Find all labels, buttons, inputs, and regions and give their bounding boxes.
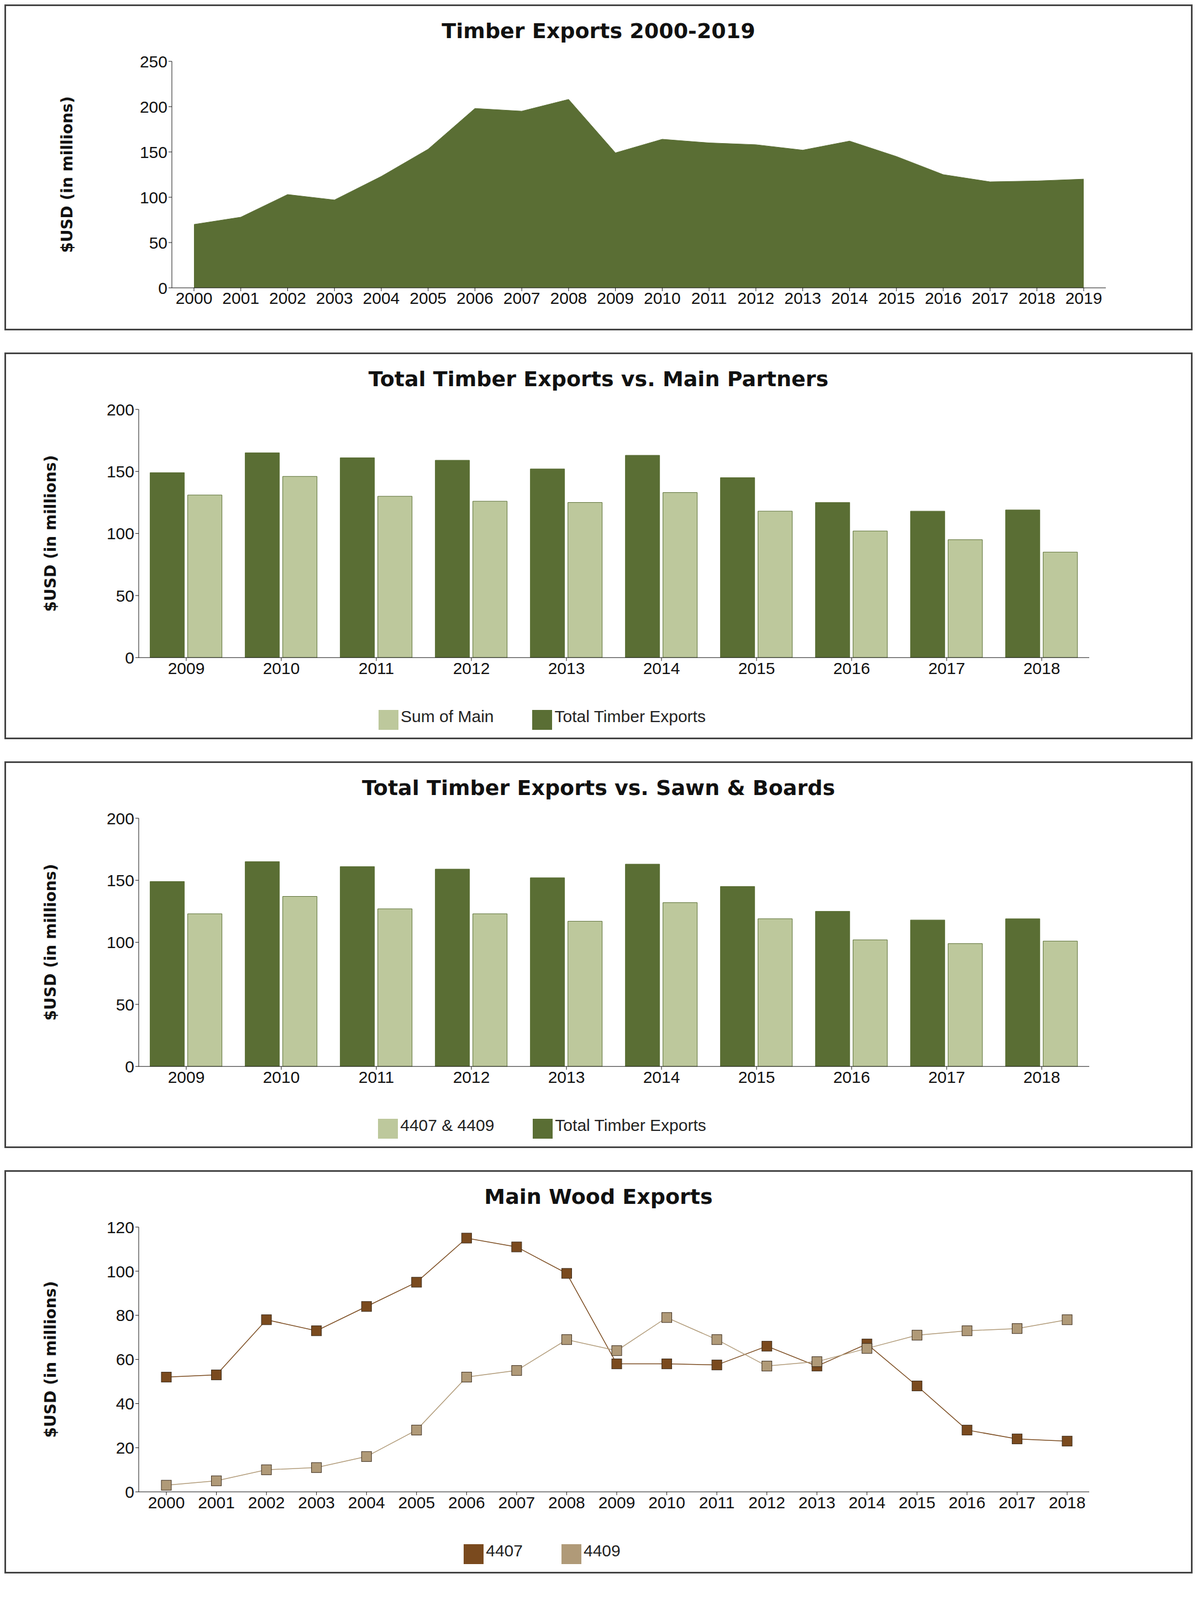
svg-text:2016: 2016 <box>924 289 962 308</box>
svg-text:2014: 2014 <box>643 659 681 678</box>
svg-text:2013: 2013 <box>784 289 822 308</box>
html-text:4407: 4407 <box>485 1541 523 1561</box>
svg-text:2007: 2007 <box>498 1493 536 1512</box>
html-text:4407 & 4409: 4407 & 4409 <box>400 1116 495 1135</box>
svg-text:150: 150 <box>106 462 135 481</box>
svg-text:2011: 2011 <box>691 289 728 308</box>
svg-text:2017: 2017 <box>928 659 966 678</box>
svg-text:2016: 2016 <box>948 1493 986 1512</box>
svg-text:50: 50 <box>116 586 135 606</box>
html-text:Total Timber Exports vs. Main: Total Timber Exports vs. Main Partners <box>368 366 829 392</box>
svg-text:40: 40 <box>116 1394 135 1414</box>
svg-text:2003: 2003 <box>297 1493 335 1512</box>
svg-text:$USD (in millions): $USD (in millions) <box>41 864 60 1022</box>
html-text:Total Timber Exports vs. Sawn: Total Timber Exports vs. Sawn & Boards <box>361 775 836 801</box>
svg-text:2012: 2012 <box>453 659 491 678</box>
svg-text:100: 100 <box>106 933 135 952</box>
svg-text:2018: 2018 <box>1023 1068 1061 1087</box>
svg-text:2016: 2016 <box>833 1068 871 1087</box>
svg-text:2015: 2015 <box>738 659 776 678</box>
svg-text:0: 0 <box>124 1483 135 1502</box>
svg-text:2000: 2000 <box>175 289 213 308</box>
svg-text:2012: 2012 <box>453 1068 491 1087</box>
svg-text:2000: 2000 <box>148 1493 186 1512</box>
svg-text:2004: 2004 <box>348 1493 386 1512</box>
svg-text:2014: 2014 <box>831 289 869 308</box>
svg-text:$USD (in millions): $USD (in millions) <box>58 96 77 254</box>
svg-text:2013: 2013 <box>548 659 586 678</box>
html-text:Sum of Main: Sum of Main <box>400 707 494 726</box>
svg-text:50: 50 <box>116 995 135 1015</box>
svg-text:2008: 2008 <box>550 289 588 308</box>
svg-text:2013: 2013 <box>798 1493 836 1512</box>
svg-text:2009: 2009 <box>168 1068 206 1087</box>
svg-text:2013: 2013 <box>548 1068 586 1087</box>
svg-text:2009: 2009 <box>596 289 634 308</box>
svg-text:150: 150 <box>106 871 135 890</box>
svg-text:2011: 2011 <box>358 659 395 678</box>
svg-text:2017: 2017 <box>998 1493 1036 1512</box>
svg-text:2012: 2012 <box>748 1493 786 1512</box>
svg-text:2008: 2008 <box>548 1493 586 1512</box>
svg-text:2018: 2018 <box>1018 289 1056 308</box>
svg-text:0: 0 <box>124 648 135 668</box>
svg-text:2015: 2015 <box>878 289 916 308</box>
svg-text:60: 60 <box>116 1350 135 1369</box>
svg-text:2010: 2010 <box>263 659 301 678</box>
svg-text:100: 100 <box>106 524 135 543</box>
svg-text:150: 150 <box>139 143 168 162</box>
svg-text:2010: 2010 <box>643 289 681 308</box>
svg-text:50: 50 <box>149 233 168 252</box>
svg-text:2005: 2005 <box>397 1493 435 1512</box>
html-text:Total Timber Exports: Total Timber Exports <box>554 707 706 726</box>
svg-text:2016: 2016 <box>833 659 871 678</box>
svg-text:2002: 2002 <box>269 289 307 308</box>
svg-text:2006: 2006 <box>456 289 494 308</box>
svg-text:2017: 2017 <box>928 1068 966 1087</box>
svg-text:2014: 2014 <box>848 1493 886 1512</box>
svg-text:2015: 2015 <box>738 1068 776 1087</box>
svg-text:2015: 2015 <box>898 1493 936 1512</box>
svg-text:2002: 2002 <box>248 1493 286 1512</box>
html-text:Main Wood Exports: Main Wood Exports <box>484 1184 713 1210</box>
svg-text:80: 80 <box>116 1306 135 1325</box>
svg-text:2011: 2011 <box>699 1493 735 1512</box>
svg-text:2009: 2009 <box>598 1493 636 1512</box>
svg-text:200: 200 <box>139 97 168 117</box>
html-text:Timber Exports 2000-2019: Timber Exports 2000-2019 <box>441 18 756 44</box>
html-text:Total Timber Exports: Total Timber Exports <box>555 1116 707 1135</box>
svg-text:2007: 2007 <box>503 289 541 308</box>
svg-text:2010: 2010 <box>263 1068 301 1087</box>
svg-text:2001: 2001 <box>197 1493 235 1512</box>
svg-text:100: 100 <box>106 1262 135 1281</box>
svg-text:2001: 2001 <box>222 289 260 308</box>
svg-text:2018: 2018 <box>1023 659 1061 678</box>
html-text:4409: 4409 <box>583 1541 621 1561</box>
svg-text:$USD (in millions): $USD (in millions) <box>41 1281 60 1439</box>
svg-text:2018: 2018 <box>1048 1493 1086 1512</box>
svg-text:250: 250 <box>139 52 168 71</box>
svg-text:2011: 2011 <box>358 1068 395 1087</box>
svg-text:20: 20 <box>116 1439 135 1458</box>
svg-text:0: 0 <box>124 1057 135 1076</box>
svg-text:2012: 2012 <box>737 289 775 308</box>
svg-text:120: 120 <box>106 1218 135 1237</box>
svg-text:2009: 2009 <box>168 659 206 678</box>
svg-text:$USD (in millions): $USD (in millions) <box>41 455 60 613</box>
svg-text:2014: 2014 <box>643 1068 681 1087</box>
svg-text:200: 200 <box>106 809 135 828</box>
svg-text:0: 0 <box>158 279 168 298</box>
svg-text:2004: 2004 <box>363 289 401 308</box>
svg-text:200: 200 <box>106 400 135 419</box>
svg-text:2003: 2003 <box>316 289 354 308</box>
svg-text:100: 100 <box>139 188 168 207</box>
svg-text:2005: 2005 <box>409 289 447 308</box>
svg-text:2006: 2006 <box>448 1493 486 1512</box>
svg-text:2019: 2019 <box>1065 289 1103 308</box>
svg-text:2010: 2010 <box>648 1493 686 1512</box>
svg-text:2017: 2017 <box>971 289 1009 308</box>
